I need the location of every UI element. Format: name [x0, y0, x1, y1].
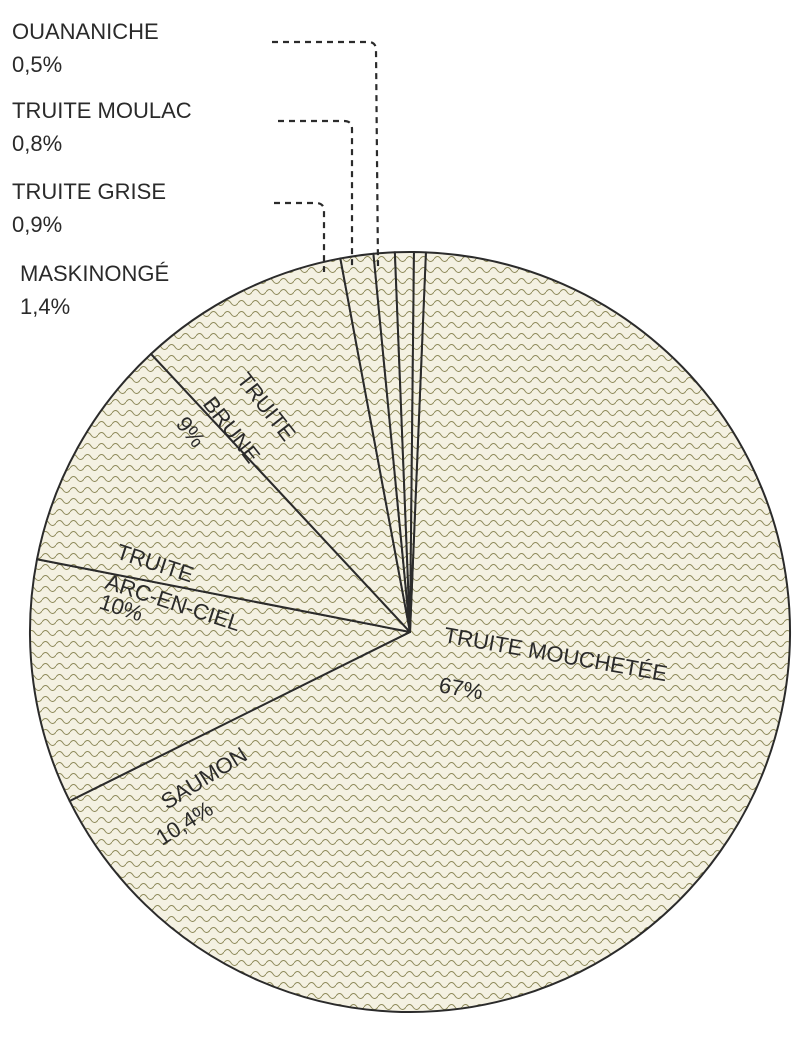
leader-lines [272, 40, 380, 272]
moulac-pct: 0,8% [12, 131, 62, 156]
pie-slice-truite-mouchetee [68, 251, 791, 1013]
maskinonge-name: MASKINONGÉ [20, 261, 169, 286]
pie-slice-truite-brune [150, 257, 411, 633]
grise-name: TRUITE GRISE [12, 179, 166, 204]
pie-slice-saumon [29, 558, 411, 802]
maskinonge-pct: 1,4% [20, 294, 70, 319]
leader-line-ouananiche [272, 40, 380, 267]
ouananiche-pct: 0,5% [12, 52, 62, 77]
ouananiche-name: OUANANICHE [12, 19, 159, 44]
pie-slices [29, 250, 791, 1013]
pie-slice-truite-arc-en-ciel [36, 352, 411, 633]
outside-labels: OUANANICHE 0,5% TRUITE MOULAC 0,8% TRUIT… [12, 19, 192, 319]
pie-slice-ouananiche [409, 251, 427, 633]
leader-line-moulac [278, 119, 354, 267]
grise-pct: 0,9% [12, 212, 62, 237]
moulac-name: TRUITE MOULAC [12, 98, 192, 123]
leader-line-grise [274, 201, 326, 272]
